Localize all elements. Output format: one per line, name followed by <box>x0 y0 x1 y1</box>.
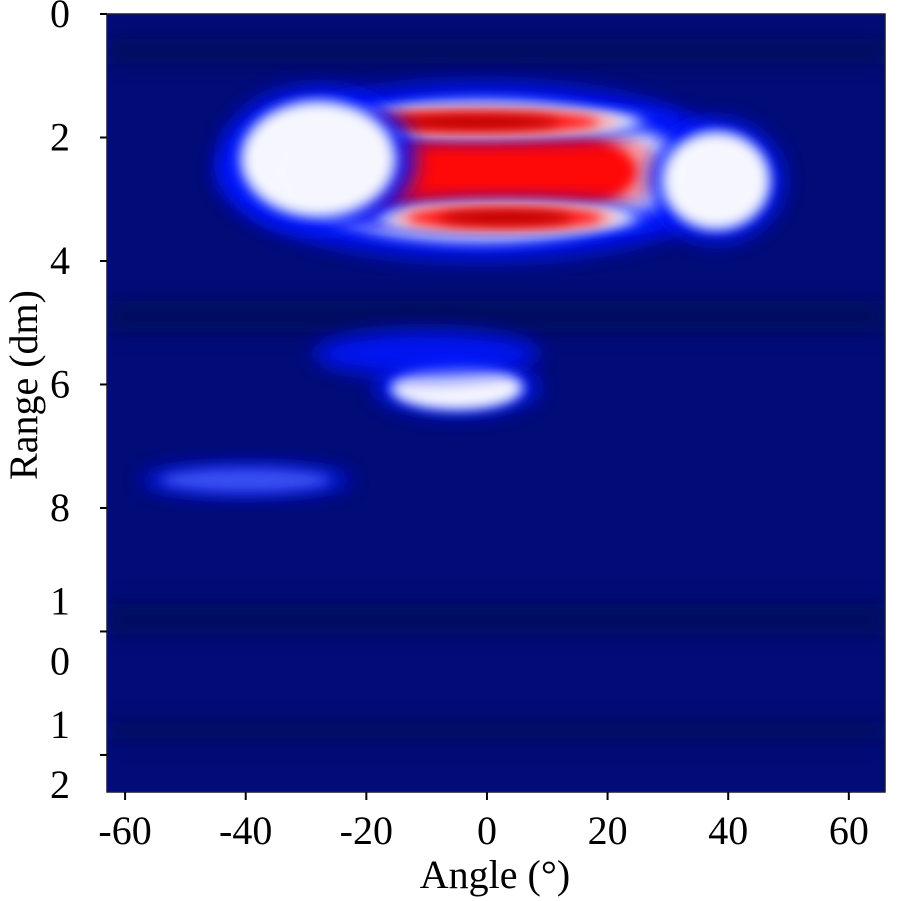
x-axis: -60 -40 -20 0 20 40 60 <box>98 792 869 853</box>
heat-region-5-layer-3 <box>664 133 769 229</box>
background-band <box>107 301 885 332</box>
heat-region-8-layer-1 <box>313 330 540 377</box>
background-band <box>107 603 885 635</box>
x-tick-label: -60 <box>98 808 151 853</box>
heat-region-5 <box>648 118 784 243</box>
heat-region-4-layer-3 <box>242 102 394 216</box>
heat-region-6-layer-3 <box>393 366 521 409</box>
y-tick-label: 6 <box>50 361 70 406</box>
x-axis-title: Angle (°) <box>420 852 570 897</box>
x-tick-label: 40 <box>708 808 748 853</box>
y-tick-label: 2 <box>50 762 70 807</box>
heat-region-3 <box>339 200 671 235</box>
heat-region-2-layer-6 <box>390 115 560 129</box>
background-band <box>107 38 885 64</box>
y-tick-label: 1 <box>50 702 70 747</box>
background-band-group <box>107 38 885 740</box>
y-tick-label: 2 <box>50 114 70 159</box>
y-tick-label: 8 <box>50 485 70 530</box>
plot-frame <box>106 13 886 793</box>
heat-region-8 <box>313 330 540 377</box>
x-tick-label: 60 <box>829 808 869 853</box>
y-tick-label: 0 <box>50 638 70 683</box>
heat-layer <box>107 38 885 740</box>
y-tick-label: 0 <box>50 0 70 36</box>
x-tick-label: -20 <box>340 808 393 853</box>
x-tick-label: 0 <box>477 808 497 853</box>
y-axis-title: Range (dm) <box>1 290 46 480</box>
y-tick-label: 1 <box>50 578 70 623</box>
plot-area <box>106 13 886 793</box>
x-tick-label: -40 <box>219 808 272 853</box>
heat-region-7-layer-2 <box>159 467 332 493</box>
background-band <box>107 720 885 740</box>
heat-region-3-layer-6 <box>438 210 572 225</box>
heat-region-4 <box>220 85 417 233</box>
x-tick-label: 20 <box>588 808 628 853</box>
heat-region-7 <box>140 464 352 496</box>
y-tick-label: 4 <box>50 238 70 283</box>
